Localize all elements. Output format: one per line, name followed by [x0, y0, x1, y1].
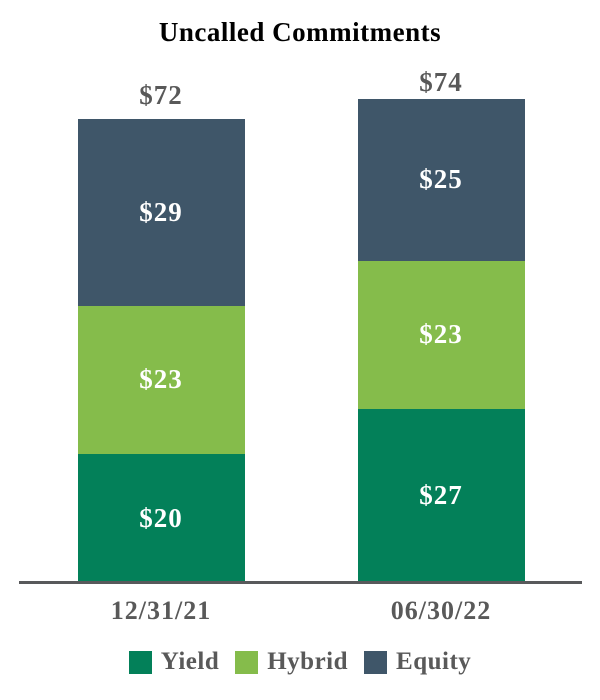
legend-item-equity: Equity: [364, 648, 471, 676]
legend-swatch-yield: [128, 650, 152, 674]
bar-segment-yield: $27: [357, 408, 525, 583]
category-label: 06/30/22: [390, 596, 492, 625]
segment-value-label: $20: [139, 503, 183, 533]
x-axis-line: [19, 581, 582, 584]
bar-segment-yield: $20: [77, 454, 245, 583]
segment-value-label: $29: [139, 196, 183, 227]
legend-label: Equity: [396, 648, 472, 675]
bar-total-label: $72: [139, 79, 183, 110]
chart-title: Uncalled Commitments: [158, 17, 442, 47]
bar-segment-hybrid: $23: [77, 305, 245, 454]
legend-label: Yield: [160, 648, 220, 675]
bar-column: $27 $23 $25: [357, 99, 525, 583]
legend-swatch-equity: [364, 650, 388, 674]
bar-total-label: $74: [419, 66, 463, 97]
bar-segment-equity: $25: [357, 99, 525, 261]
bar-segment-equity: $29: [77, 118, 245, 306]
category-label: 12/31/21: [110, 596, 212, 625]
legend-label: Hybrid: [267, 648, 349, 675]
segment-value-label: $23: [419, 319, 463, 350]
chart-legend: Yield Hybrid Equity: [0, 648, 600, 676]
legend-item-hybrid: Hybrid: [235, 648, 348, 676]
segment-value-label: $27: [419, 480, 463, 511]
bar-column: $20 $23 $29: [77, 118, 245, 583]
legend-swatch-hybrid: [235, 650, 259, 674]
legend-item-yield: Yield: [128, 648, 220, 676]
bar-segment-hybrid: $23: [357, 260, 525, 409]
segment-value-label: $25: [419, 164, 463, 195]
segment-value-label: $23: [139, 364, 183, 395]
